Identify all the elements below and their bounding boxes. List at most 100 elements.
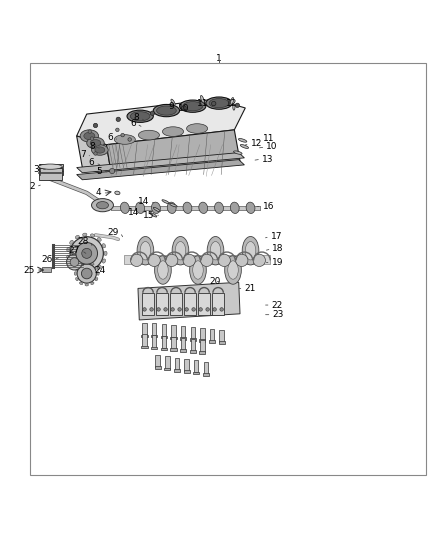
Bar [191,339,195,351]
Circle shape [67,254,82,270]
Bar [162,324,166,336]
Ellipse shape [246,202,255,214]
Ellipse shape [162,200,169,204]
Circle shape [82,248,92,259]
Ellipse shape [83,271,87,273]
Text: 25: 25 [24,265,35,274]
Ellipse shape [67,255,70,260]
Bar [165,356,170,368]
Text: 17: 17 [271,232,282,241]
Ellipse shape [166,254,178,266]
Bar [191,327,195,339]
Bar [184,359,189,371]
Ellipse shape [127,110,153,123]
Bar [174,369,180,372]
Bar [171,325,176,337]
Bar [152,324,156,336]
Ellipse shape [85,261,88,263]
Bar [151,346,157,349]
Ellipse shape [97,238,101,241]
Ellipse shape [74,272,77,275]
Ellipse shape [96,201,109,209]
Ellipse shape [158,261,168,279]
Ellipse shape [230,98,234,104]
Bar [161,348,167,350]
Ellipse shape [240,144,248,148]
Ellipse shape [210,241,221,260]
Text: 14: 14 [138,197,149,206]
Text: 20: 20 [210,277,221,286]
Bar [141,346,148,349]
Text: 7: 7 [80,150,86,159]
Ellipse shape [90,270,95,273]
Ellipse shape [91,262,94,265]
Ellipse shape [157,106,176,115]
Ellipse shape [102,244,106,248]
Circle shape [110,168,115,174]
Ellipse shape [85,284,88,286]
Circle shape [235,103,240,108]
Ellipse shape [84,132,95,140]
Bar [39,164,63,167]
Bar [184,370,190,373]
Circle shape [164,308,167,311]
Polygon shape [170,293,182,314]
Polygon shape [156,293,168,314]
Ellipse shape [162,127,184,136]
Circle shape [178,308,181,311]
Ellipse shape [206,97,232,109]
Bar [180,337,186,340]
Ellipse shape [245,241,256,260]
Ellipse shape [97,265,101,269]
Circle shape [206,308,209,311]
Bar [194,360,198,373]
Ellipse shape [148,254,160,266]
Ellipse shape [183,202,192,214]
Ellipse shape [115,191,120,195]
Ellipse shape [91,282,94,285]
Circle shape [182,106,186,110]
Circle shape [94,152,97,155]
Ellipse shape [171,99,175,106]
Ellipse shape [152,202,160,214]
Circle shape [88,130,92,133]
Bar [210,329,214,341]
Text: 29: 29 [108,228,119,237]
Text: 24: 24 [95,265,106,274]
Ellipse shape [233,104,235,110]
Bar [39,167,62,180]
Text: 11: 11 [197,99,208,108]
Ellipse shape [228,261,238,279]
Text: 16: 16 [263,201,274,211]
Text: 27: 27 [69,246,80,255]
Ellipse shape [175,241,186,260]
Bar [181,338,185,350]
Ellipse shape [242,237,259,265]
Ellipse shape [120,202,129,214]
Polygon shape [106,130,240,176]
Bar [155,366,161,369]
Text: 22: 22 [272,301,283,310]
Text: 13: 13 [262,155,273,164]
Ellipse shape [236,254,248,266]
Circle shape [116,117,120,122]
Ellipse shape [92,145,108,155]
Bar [170,336,177,339]
Text: 8: 8 [134,113,139,122]
Bar [190,350,196,353]
Bar [162,336,166,349]
Ellipse shape [95,278,98,281]
Bar [199,351,205,354]
Ellipse shape [76,266,78,269]
Text: 6: 6 [107,133,113,142]
Text: 3: 3 [34,165,39,174]
Ellipse shape [138,130,159,140]
Ellipse shape [153,207,160,212]
Bar [199,339,205,342]
Bar [39,167,63,171]
Text: 9: 9 [168,102,174,111]
Ellipse shape [155,256,171,284]
Ellipse shape [131,112,150,121]
Bar [204,361,208,374]
Bar [181,326,185,338]
